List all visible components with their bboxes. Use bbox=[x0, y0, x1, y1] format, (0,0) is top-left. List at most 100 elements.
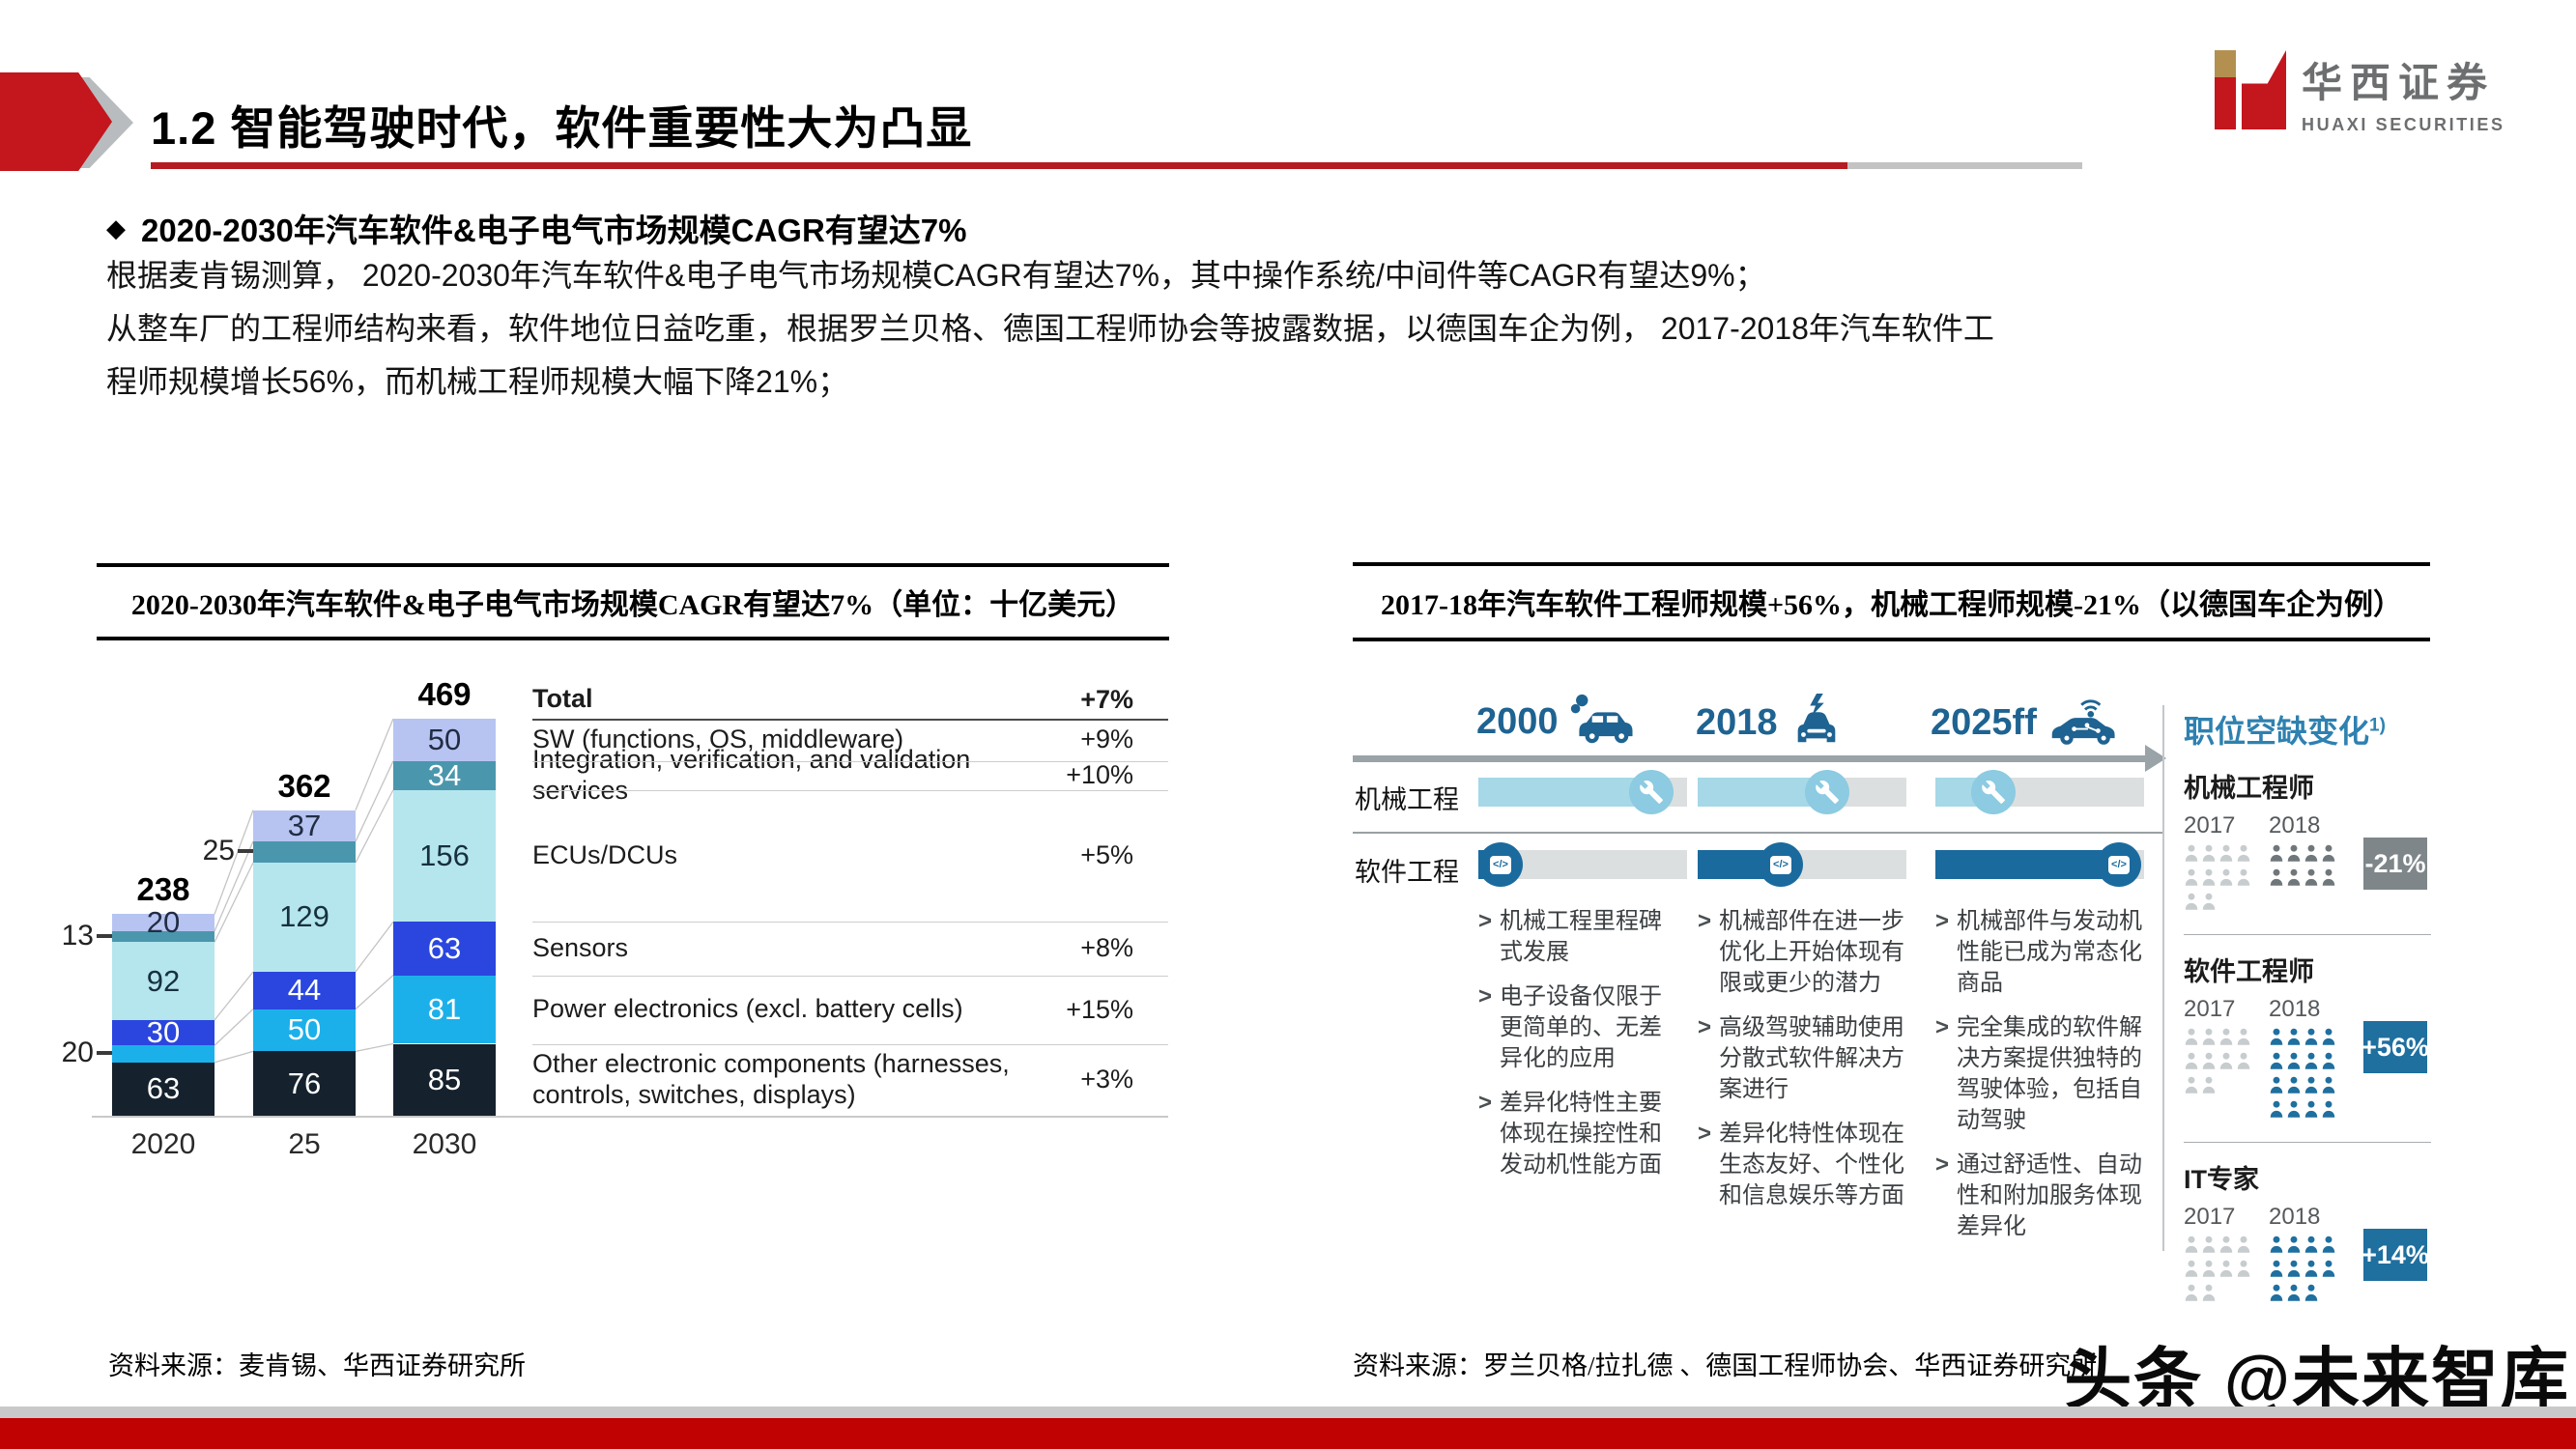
bar-segment: 50 bbox=[253, 1009, 356, 1052]
legend-label: Total bbox=[532, 684, 593, 714]
person-icon bbox=[2286, 1076, 2302, 1098]
legend-separator bbox=[532, 922, 1168, 923]
code-glyph: </> bbox=[1490, 855, 1511, 874]
person-icon-row bbox=[2269, 1260, 2354, 1282]
person-icon bbox=[2286, 844, 2302, 867]
code-icon: </> bbox=[2097, 842, 2141, 887]
x-axis-label: 2030 bbox=[412, 1128, 477, 1160]
person-icon bbox=[2304, 1236, 2319, 1258]
bullet-item: > 差异化特性主要体现在操控性和发动机性能方面 bbox=[1478, 1088, 1683, 1180]
legend-cagr-value: +9% bbox=[1080, 724, 1133, 754]
stats-section: IT专家 2017 2018 +14% bbox=[2184, 1158, 2481, 1308]
bullet-marker: > bbox=[1478, 908, 1493, 934]
person-icon bbox=[2286, 1236, 2302, 1258]
person-icon bbox=[2218, 1028, 2234, 1050]
person-icon bbox=[2269, 1260, 2284, 1282]
legend-cagr-value: +5% bbox=[1080, 840, 1133, 870]
person-icon-row bbox=[2269, 1284, 2354, 1306]
person-icon bbox=[2269, 868, 2284, 891]
legend-row: Other electronic components (harnesses, … bbox=[532, 1044, 1168, 1116]
legend-cagr-value: +7% bbox=[1080, 684, 1133, 714]
x-axis-label: 2020 bbox=[130, 1128, 196, 1160]
stats-section: 软件工程师 2017 2018 +56% bbox=[2184, 951, 2481, 1124]
car-exhaust-icon bbox=[1568, 694, 1642, 751]
person-icon-row bbox=[2269, 1100, 2354, 1122]
change-badge: -21% bbox=[2363, 838, 2427, 890]
stats-section-body: 2017 2018 -21% bbox=[2184, 812, 2481, 917]
bullet-text: 高级驾驶辅助使用分散式软件解决方案进行 bbox=[1719, 1014, 1905, 1102]
person-icon bbox=[2304, 1284, 2319, 1306]
person-icon bbox=[2184, 1028, 2199, 1050]
bar-segment: 30 bbox=[112, 1015, 215, 1049]
paragraph-line: 从整车厂的工程师结构来看，软件地位日益吃重，根据罗兰贝格、德国工程师协会等披露数… bbox=[106, 311, 1994, 346]
legend-label: Other electronic components (harnesses, … bbox=[532, 1048, 1010, 1109]
legend-row: ECUs/DCUs +5% bbox=[532, 790, 1168, 923]
person-icon bbox=[2269, 1236, 2284, 1258]
right-engineering-diagram: 2000 2018 2025ff 机械工程 软件工程 </> </> </> > 机械工程里程… bbox=[1353, 667, 2483, 1301]
person-icon bbox=[2236, 1052, 2251, 1074]
wrench-icon bbox=[1805, 770, 1849, 814]
year-label: 2018 bbox=[2269, 812, 2321, 838]
change-badge: +56% bbox=[2361, 1021, 2429, 1073]
bullet-item: > 差异化特性体现在生态友好、个性化和信息娱乐等方面 bbox=[1698, 1119, 1922, 1211]
person-icon-row bbox=[2269, 868, 2354, 891]
stats-section-divider bbox=[2184, 1142, 2431, 1143]
bullet-text: 完全集成的软件解决方案提供独特的驾驶体验，包括自动驾驶 bbox=[1957, 1014, 2143, 1133]
stats-section-body: 2017 2018 +14% bbox=[2184, 1204, 2481, 1308]
legend-separator bbox=[532, 789, 1168, 791]
person-icon-row bbox=[2184, 1260, 2269, 1282]
paragraph-line: 根据麦肯锡测算， 2020-2030年汽车软件&电子电气市场规模CAGR有望达7… bbox=[106, 258, 1766, 293]
person-icon bbox=[2236, 844, 2251, 867]
person-icon bbox=[2269, 1284, 2284, 1306]
legend-cagr-value: +15% bbox=[1066, 994, 1133, 1024]
segment-outside-label: 20 bbox=[62, 1037, 112, 1069]
person-icon-row bbox=[2184, 893, 2269, 915]
bar-segment: 92 bbox=[112, 942, 215, 1020]
tick-dash bbox=[97, 1051, 112, 1056]
person-icon bbox=[2184, 844, 2199, 867]
bar-total-label: 362 bbox=[277, 767, 331, 804]
legend-label: ECUs/DCUs bbox=[532, 840, 678, 870]
bar-segment bbox=[253, 841, 356, 863]
person-icon bbox=[2286, 1052, 2302, 1074]
person-icon bbox=[2304, 1260, 2319, 1282]
stats-section-body: 2017 2018 +56% bbox=[2184, 996, 2481, 1124]
code-glyph: </> bbox=[1770, 855, 1791, 874]
bar-segment: 85 bbox=[393, 1043, 496, 1116]
legend-label: SW (functions, OS, middleware) bbox=[532, 724, 904, 753]
body-paragraph: 根据麦肯锡测算， 2020-2030年汽车软件&电子电气市场规模CAGR有望达7… bbox=[106, 249, 1994, 409]
bullet-item: > 完全集成的软件解决方案提供独特的驾驶体验，包括自动驾驶 bbox=[1935, 1012, 2156, 1136]
person-icon bbox=[2286, 1260, 2302, 1282]
tick-dash bbox=[238, 849, 253, 854]
segment-outside-label: 25 bbox=[203, 835, 253, 867]
bullet-marker: > bbox=[1478, 983, 1493, 1009]
title-underline-gray bbox=[1847, 162, 2082, 169]
year-column: 2017 bbox=[2184, 996, 2269, 1100]
bullet-text: 机械部件与发动机性能已成为常态化商品 bbox=[1957, 908, 2143, 996]
legend-separator bbox=[532, 975, 1168, 977]
person-icon bbox=[2184, 1076, 2199, 1098]
person-icon bbox=[2236, 1236, 2251, 1258]
row-separator bbox=[1353, 832, 2162, 834]
bullet-marker: > bbox=[1698, 908, 1712, 934]
timeline-milestone: 2025ff bbox=[1931, 694, 2126, 753]
bullet-text: 差异化特性主要体现在操控性和发动机性能方面 bbox=[1500, 1090, 1663, 1178]
bullet-text: 通过舒适性、自动性和附加服务体现差异化 bbox=[1957, 1151, 2143, 1239]
timeline-year: 2025ff bbox=[1931, 702, 2037, 743]
code-icon: </> bbox=[1759, 842, 1803, 887]
stats-section-title: 软件工程师 bbox=[2184, 957, 2314, 986]
row-label: 软件工程 bbox=[1355, 858, 1459, 887]
legend-separator bbox=[532, 760, 1168, 762]
legend-label: Integration, verification, and validatio… bbox=[532, 744, 971, 805]
bullet-text: 机械部件在进一步优化上开始体现有限或更少的潜力 bbox=[1719, 908, 1905, 996]
person-icon bbox=[2321, 1100, 2336, 1122]
person-icon-row bbox=[2269, 1052, 2354, 1074]
bullet-item: > 电子设备仅限于更简单的、无差异化的应用 bbox=[1478, 981, 1683, 1074]
stats-section-title: IT专家 bbox=[2184, 1165, 2259, 1194]
bar-segment bbox=[112, 1045, 215, 1063]
stats-section-title: 机械工程师 bbox=[2184, 774, 2314, 803]
legend-row-total: Total +7% bbox=[532, 680, 1168, 719]
car-connected-icon bbox=[2046, 694, 2126, 753]
bar-total-label: 238 bbox=[136, 871, 190, 908]
